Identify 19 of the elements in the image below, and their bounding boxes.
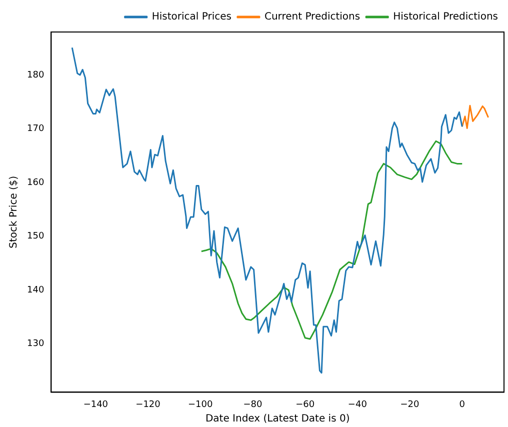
x-tick-label: −20: [400, 400, 420, 410]
x-tick-label: −100: [188, 400, 213, 410]
x-tick-label: −80: [243, 400, 262, 410]
x-tick-label: −140: [83, 400, 108, 410]
legend-label: Historical Predictions: [393, 12, 498, 23]
x-tick-label: −120: [136, 400, 161, 410]
y-tick-label: 150: [26, 232, 44, 242]
y-axis-title: Stock Price ($): [8, 176, 20, 248]
legend-label: Current Predictions: [264, 12, 360, 23]
x-tick-label: −60: [296, 400, 315, 410]
x-tick-label: −40: [348, 400, 368, 410]
x-tick-label: 0: [459, 400, 466, 410]
legend-label: Historical Prices: [152, 12, 232, 23]
x-axis-title: Date Index (Latest Date is 0): [205, 414, 350, 425]
y-tick-label: 160: [26, 178, 44, 188]
y-tick-label: 180: [26, 70, 44, 80]
y-tick-label: 170: [26, 124, 44, 134]
y-tick-label: 130: [26, 339, 44, 350]
y-tick-label: 140: [26, 285, 44, 296]
